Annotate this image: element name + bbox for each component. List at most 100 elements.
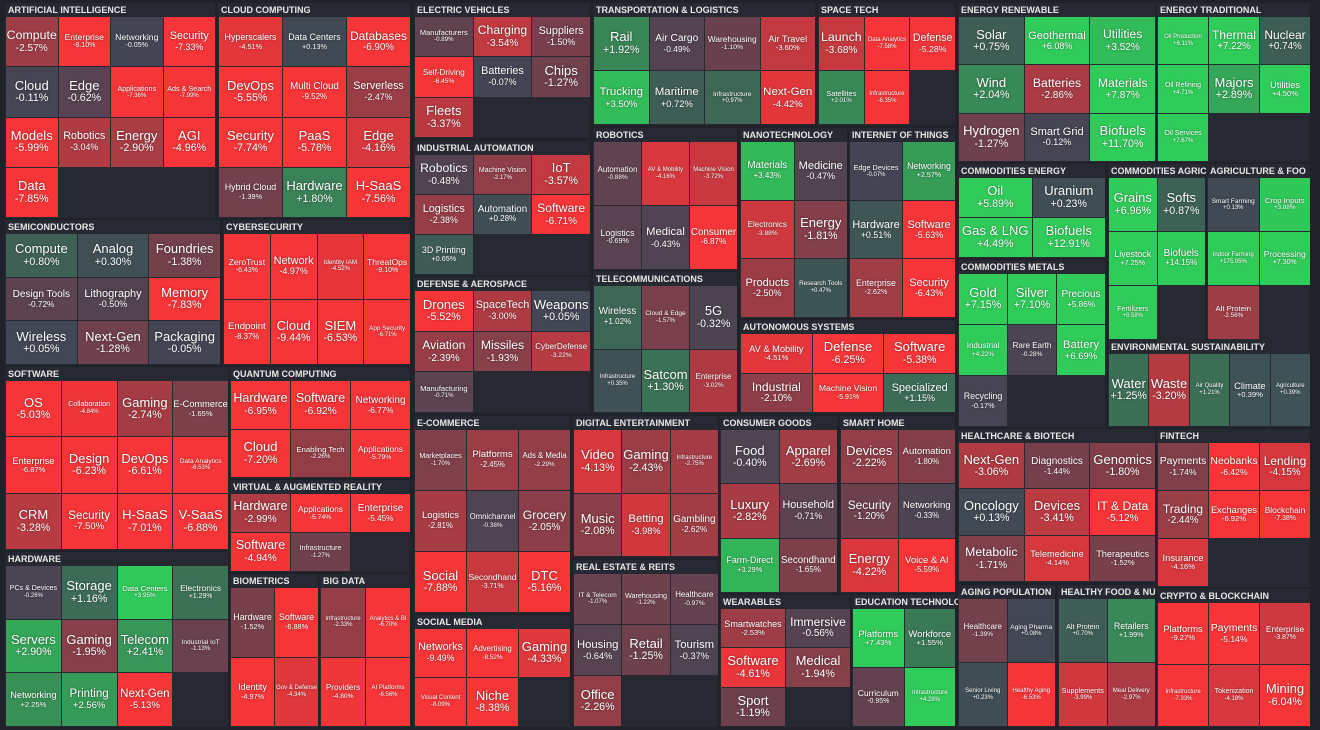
sector: WEARABLES Smartwatches -2.53% Immersive -0.5…: [720, 595, 850, 727]
tile-change: -1.52%: [240, 622, 265, 632]
tile-change: -0.49%: [663, 43, 691, 54]
sector: CONSUMER GOODS Food -0.40% Apparel -2.69% Lux…: [720, 416, 837, 593]
tile-name: DTC: [531, 567, 558, 583]
sector: NANOTECHNOLOGY Materials +3.43% Medicine -0.…: [740, 128, 847, 318]
tile-name: Lending: [1263, 453, 1307, 468]
tile: Neobanks -6.42%: [1209, 443, 1259, 490]
tile-name: Multi Cloud: [290, 81, 339, 93]
tile-name: Serverless: [353, 80, 404, 93]
tile: Medical -1.94%: [786, 648, 850, 687]
tile: Oncology +0.13%: [959, 489, 1024, 535]
tile-change: +0.80%: [23, 255, 60, 268]
tile: Research Tools +0.47%: [794, 259, 847, 317]
tile-name: Air Travel: [768, 34, 808, 45]
tile-name: Networking: [355, 394, 406, 406]
tile-change: -5.74%: [309, 513, 332, 521]
tile-name: Machine Vision: [693, 166, 734, 173]
tile-name: CyberDefense: [535, 342, 588, 352]
tile-name: Majors: [1214, 74, 1254, 90]
sector: INDUSTRIAL AUTOMATION Robotics -0.48% Machi…: [414, 141, 590, 275]
tile-name: Defense: [823, 339, 873, 355]
tile-name: Healthcare: [963, 621, 1002, 631]
tile: SpaceTech -3.00%: [473, 291, 532, 331]
sector-title: REAL ESTATE & REITS: [576, 562, 676, 572]
tile: Mining -6.04%: [1260, 665, 1310, 726]
tile: OS -5.03%: [6, 381, 61, 437]
tile-change: +2.25%: [20, 699, 47, 709]
tile-name: Applications: [298, 503, 343, 514]
tile-change: -1.44%: [1044, 466, 1070, 476]
tile-change: -8.09%: [430, 702, 450, 709]
tile: V-SaaS -6.88%: [173, 493, 228, 549]
tile: Music -2.08%: [574, 493, 622, 556]
sector-title: AGING POPULATION: [961, 587, 1052, 597]
tile-change: -5.13%: [129, 699, 160, 711]
tile: Suppliers -1.50%: [532, 17, 590, 57]
tile: Data Analytics -6.53%: [173, 437, 228, 493]
tile: Livestock +7.25%: [1109, 232, 1157, 285]
tile: Cloud -9.44%: [270, 299, 317, 364]
tile: Wireless +1.02%: [594, 286, 641, 349]
tile-name: Logistics: [421, 510, 460, 522]
tile: Gas & LNG +4.49%: [959, 218, 1032, 257]
tile: Rare Earth -0.28%: [1008, 325, 1056, 375]
tile-name: Software: [894, 339, 946, 355]
tile-change: -1.27%: [544, 77, 579, 90]
tile-change: -8.52%: [482, 653, 503, 661]
tile-change: -2.26%: [310, 453, 331, 460]
tile-name: Consumer: [690, 226, 737, 238]
tile-name: Identity IAM: [323, 259, 358, 267]
tile-change: -0.32%: [696, 317, 731, 330]
tile: Geothermal +6.08%: [1024, 17, 1090, 65]
tile-name: Satcom: [643, 366, 688, 382]
tile-change: -2.50%: [752, 288, 782, 299]
tile: Logistics -2.81%: [415, 491, 466, 551]
tile-name: Precious: [1061, 288, 1101, 300]
sector: SOFTWARE OS -5.03% Collaboration -4.84% Gamin…: [5, 367, 228, 550]
tile: Gov & Defense -4.34%: [275, 657, 318, 726]
sector: DEFENSE & AEROSPACE Drones -5.52% SpaceTech…: [414, 277, 590, 413]
tile-change: +4.28%: [919, 697, 941, 704]
sector: HARDWARE PCs & Devices -0.26% Storage +1.16%…: [5, 552, 228, 727]
tile: Applications -5.79%: [351, 429, 410, 477]
tile-change: -1.94%: [801, 667, 835, 680]
tile-change: -2.08%: [580, 525, 615, 538]
tile-name: Networking: [902, 500, 951, 512]
tile-name: Enterprise: [357, 502, 404, 514]
tile: Network -4.97%: [270, 234, 317, 299]
tile-change: -4.22%: [852, 565, 887, 578]
tile: Housing -0.64%: [574, 625, 622, 675]
sector: SOCIAL MEDIA Networks -9.49% Advertising -8.…: [414, 615, 570, 727]
tile-name: Hyperscalers: [224, 31, 277, 42]
tile-change: -0.43%: [650, 238, 681, 249]
tile: Batteries -0.07%: [473, 57, 532, 97]
tile-change: -0.97%: [684, 599, 705, 607]
sector: SEMICONDUCTORS Compute +0.80% Analog +0.30% F…: [5, 220, 220, 365]
sector: EDUCATION TECHNOLO Platforms +7.43% Workfor…: [852, 595, 961, 727]
tile: Software -4.94%: [231, 533, 290, 571]
tile-change: +2.04%: [973, 89, 1010, 102]
tile-name: ThreatOps: [367, 256, 408, 267]
tile-change: -2.26%: [580, 701, 615, 714]
tile-name: Infrastructure: [869, 90, 905, 97]
tile-name: Automation: [597, 164, 638, 174]
tile: Machine Vision -3.72%: [690, 142, 737, 205]
tile-name: Logistics: [422, 202, 465, 215]
tile: Biofuels +14.15%: [1157, 232, 1205, 285]
tile: Gaming -4.33%: [519, 629, 570, 677]
tile-name: Metabolic: [965, 545, 1018, 560]
tile-change: -1.10%: [721, 44, 744, 52]
tile-name: Nuclear: [1264, 27, 1306, 42]
tile-name: Hardware: [852, 218, 900, 231]
tile: Biofuels +11.70%: [1090, 113, 1155, 161]
tile-name: Oil Refining: [1164, 81, 1202, 89]
tile: Models -5.99%: [6, 117, 58, 167]
tile: Chips -1.27%: [532, 57, 590, 97]
tile-change: -6.35%: [877, 97, 897, 104]
tile: Data Centers +3.95%: [117, 566, 173, 619]
tile: Energy -2.90%: [111, 117, 163, 167]
tile: Therapeutics -1.52%: [1090, 535, 1155, 581]
tile-change: -9.49%: [426, 653, 455, 664]
tile: Alt Protein -2.56%: [1208, 286, 1259, 339]
tile-change: -7.20%: [243, 453, 278, 466]
